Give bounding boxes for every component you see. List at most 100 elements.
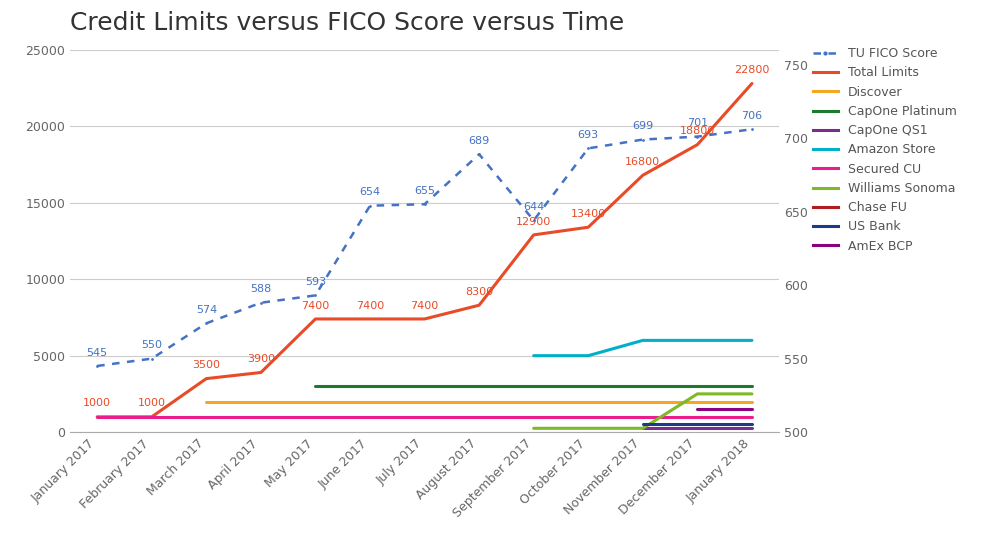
Amazon Store [527, 352, 539, 359]
Text: 655: 655 [414, 186, 436, 196]
TU FICO Score [474, 151, 486, 157]
Text: 689: 689 [469, 136, 490, 146]
CapOne QS1 [746, 424, 758, 431]
Discover [474, 398, 486, 405]
CapOne Platinum [419, 383, 431, 389]
CapOne Platinum [474, 383, 486, 389]
CapOne QS1 [636, 424, 648, 431]
Secured CU [146, 413, 158, 420]
Discover [255, 398, 267, 405]
Text: Credit Limits versus FICO Score versus Time: Credit Limits versus FICO Score versus T… [70, 12, 624, 35]
CapOne Platinum [636, 383, 648, 389]
TU FICO Score [691, 134, 703, 140]
Text: 22800: 22800 [734, 65, 769, 75]
TU FICO Score [582, 145, 594, 152]
Text: 3900: 3900 [247, 354, 275, 364]
US Bank [746, 421, 758, 428]
Total Limits [582, 224, 594, 230]
Text: 7400: 7400 [302, 301, 330, 311]
TU FICO Score [255, 299, 267, 306]
Secured CU [636, 413, 648, 420]
Total Limits [636, 172, 648, 178]
Secured CU [201, 413, 213, 420]
TU FICO Score [91, 363, 103, 370]
Text: 706: 706 [741, 111, 762, 121]
Line: Total Limits: Total Limits [97, 84, 752, 417]
Secured CU [582, 413, 594, 420]
Secured CU [364, 413, 376, 420]
CapOne QS1 [691, 424, 703, 431]
Secured CU [474, 413, 486, 420]
CapOne Platinum [691, 383, 703, 389]
Text: 550: 550 [141, 340, 162, 350]
CapOne Platinum [527, 383, 539, 389]
TU FICO Score [364, 202, 376, 209]
Amazon Store [691, 337, 703, 343]
Line: Williams Sonoma: Williams Sonoma [533, 394, 752, 428]
Line: Amazon Store: Amazon Store [533, 340, 752, 356]
Discover [527, 398, 539, 405]
Total Limits [91, 413, 103, 420]
Text: 593: 593 [305, 277, 326, 287]
Secured CU [527, 413, 539, 420]
Secured CU [691, 413, 703, 420]
Total Limits [364, 316, 376, 322]
Text: 7400: 7400 [411, 301, 439, 311]
CapOne Platinum [582, 383, 594, 389]
TU FICO Score [146, 355, 158, 362]
Amazon Store [636, 337, 648, 343]
Secured CU [310, 413, 322, 420]
Williams Sonoma [746, 391, 758, 397]
Total Limits [474, 302, 486, 309]
Total Limits [746, 80, 758, 87]
Text: 18800: 18800 [679, 126, 715, 136]
Text: 12900: 12900 [516, 217, 551, 227]
Text: 13400: 13400 [570, 209, 605, 219]
TU FICO Score [527, 217, 539, 224]
Text: 1000: 1000 [138, 398, 166, 408]
Secured CU [255, 413, 267, 420]
Williams Sonoma [636, 425, 648, 432]
Legend: TU FICO Score, Total Limits, Discover, CapOne Platinum, CapOne QS1, Amazon Store: TU FICO Score, Total Limits, Discover, C… [807, 42, 961, 258]
Line: TU FICO Score: TU FICO Score [96, 128, 753, 367]
Text: 654: 654 [360, 187, 381, 197]
AmEx BCP [746, 406, 758, 413]
TU FICO Score [201, 320, 213, 327]
Text: 693: 693 [577, 130, 598, 140]
Discover [201, 398, 213, 405]
Total Limits [691, 141, 703, 148]
TU FICO Score [310, 292, 322, 299]
Total Limits [255, 369, 267, 376]
Amazon Store [746, 337, 758, 343]
Text: 574: 574 [196, 305, 217, 315]
Text: 588: 588 [251, 284, 272, 294]
Secured CU [746, 413, 758, 420]
TU FICO Score [636, 136, 648, 143]
Text: 3500: 3500 [193, 360, 221, 370]
Discover [691, 398, 703, 405]
Total Limits [146, 413, 158, 420]
Secured CU [91, 413, 103, 420]
Discover [310, 398, 322, 405]
US Bank [636, 421, 648, 428]
Discover [364, 398, 376, 405]
TU FICO Score [746, 126, 758, 132]
AmEx BCP [691, 406, 703, 413]
Williams Sonoma [582, 425, 594, 432]
Discover [746, 398, 758, 405]
Williams Sonoma [527, 425, 539, 432]
Amazon Store [582, 352, 594, 359]
Total Limits [419, 316, 431, 322]
Williams Sonoma [691, 391, 703, 397]
Total Limits [201, 375, 213, 382]
Discover [636, 398, 648, 405]
CapOne Platinum [364, 383, 376, 389]
Text: 701: 701 [687, 118, 708, 129]
Discover [419, 398, 431, 405]
Secured CU [419, 413, 431, 420]
Text: 8300: 8300 [466, 287, 494, 297]
Total Limits [310, 316, 322, 322]
Total Limits [527, 232, 539, 238]
CapOne Platinum [310, 383, 322, 389]
Discover [582, 398, 594, 405]
